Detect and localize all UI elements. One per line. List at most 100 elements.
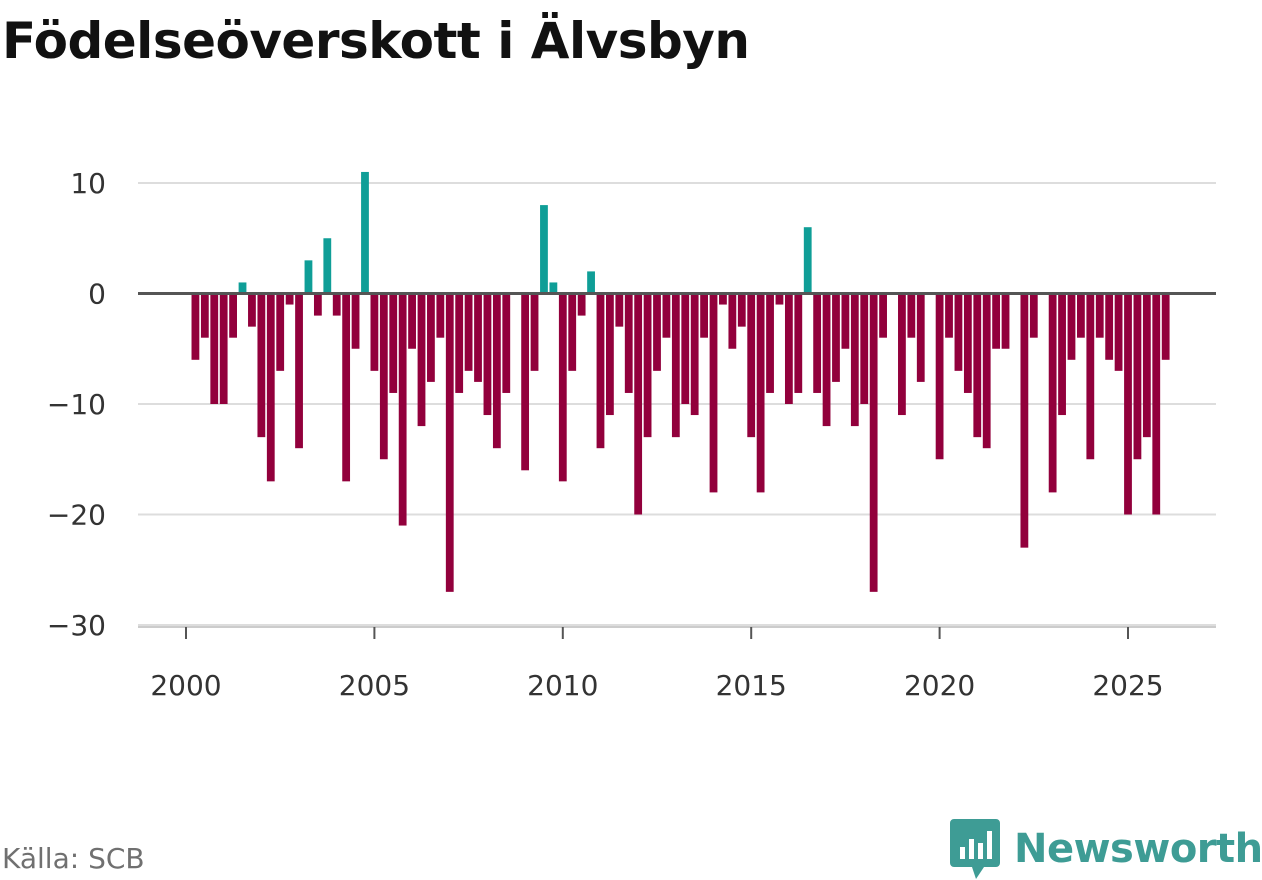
x-tick-label: 2020 [904,669,975,702]
bar [728,293,737,349]
bar [794,293,803,393]
bar [389,293,398,393]
bar [766,293,774,393]
bar [1133,293,1142,460]
bar [521,293,530,471]
y-tick-label: −20 [47,499,106,532]
bar [248,293,256,327]
bar [1048,293,1057,493]
bar [945,293,953,338]
bar [671,293,680,438]
bar [916,293,925,382]
bar [436,293,445,338]
bar [408,293,416,349]
x-tick-label: 2025 [1092,669,1163,702]
bar [747,293,756,438]
bar [690,293,699,416]
bar [549,282,558,294]
axes [138,292,1216,639]
bar [577,293,586,316]
bar [634,293,643,515]
bar [323,238,332,294]
bar [860,293,869,404]
bar [954,293,963,371]
bar [709,293,718,493]
bar [1114,293,1123,371]
bar [832,293,840,382]
bar [370,293,379,371]
bar [992,293,1001,349]
bar [530,293,539,371]
bar [455,293,464,393]
bar [1095,293,1104,338]
bar [558,293,567,482]
x-tick-label: 2005 [339,669,410,702]
bar [492,293,501,449]
bar [540,205,548,294]
bar [615,293,624,327]
y-tick-label: −10 [47,388,106,421]
bar [1001,293,1010,349]
bar [973,293,982,438]
bar [1086,293,1095,460]
bar [304,260,313,294]
bar [662,293,671,338]
x-tick-label: 2015 [716,669,787,702]
bar [427,293,435,382]
bars [191,171,1170,592]
bar [879,293,887,338]
bar [1124,293,1132,515]
bar [398,293,407,526]
bar [963,293,972,393]
bar [445,293,454,592]
brand-name: Newsworthy [1014,826,1262,872]
bar [200,293,209,338]
bar [907,293,916,338]
bar [266,293,275,482]
bar [898,293,906,416]
y-tick-label: 0 [88,278,106,311]
bar [1067,293,1076,360]
bar [191,293,200,360]
bar [1029,293,1038,338]
bar [719,293,727,305]
bar [1058,293,1066,416]
bar [775,293,784,305]
bar [803,227,812,294]
x-tick-label: 2010 [527,669,598,702]
y-tick-label: −30 [47,609,106,642]
bar [737,293,746,327]
brand-logo[interactable]: Newsworthy [950,818,1262,880]
bar [982,293,991,449]
newsworthy-logo-icon [950,819,1000,879]
bar [483,293,492,416]
bar [417,293,426,427]
bar [841,293,850,349]
bar [474,293,482,382]
y-tick-label: 10 [70,167,106,200]
bar [219,293,228,404]
bar [351,293,360,349]
bar [935,293,944,460]
bar [1105,293,1114,360]
bar [756,293,765,493]
x-tick-label: 2000 [150,669,221,702]
bar [379,293,388,460]
bar [784,293,793,404]
bar [210,293,219,404]
bar [568,293,577,371]
tick-labels: 10 0 −10 −20 −30 2000 2005 2010 2015 2020 2025 [47,167,1164,702]
bar [276,293,285,371]
source-label: Källa: SCB [2,842,145,875]
bar [342,293,351,482]
bar [229,293,237,338]
bar [313,293,322,316]
bar [596,293,605,449]
bar [1161,293,1170,360]
bar [850,293,859,427]
bar [700,293,708,338]
bar [587,271,595,294]
bar [464,293,473,371]
chart-title: Födelseöverskott i Älvsbyn [2,12,750,70]
